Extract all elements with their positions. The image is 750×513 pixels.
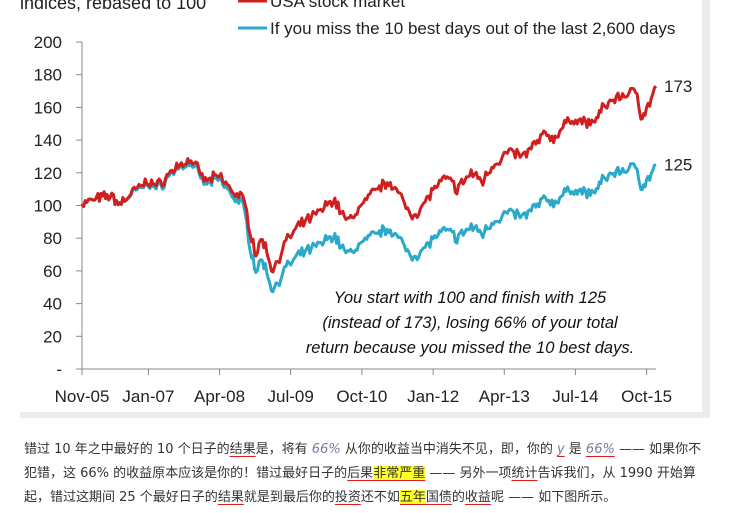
y-tick-label: 120	[34, 164, 62, 183]
end-label-miss: 125	[664, 156, 692, 175]
article-paragraph: 错过 10 年之中最好的 10 个日子的结果是，将有 66% 从你的收益当中消失…	[24, 438, 724, 510]
paragraph-text: 错过 10 年之中最好的 10 个日子的结果是，将有 66% 从你的收益当中消失…	[24, 442, 702, 505]
link-consequence[interactable]: 后果	[347, 466, 374, 481]
link-bonds[interactable]: 国债	[425, 490, 452, 505]
chart-panel: indices, rebased to 100 - 20 40 60 80 100 120 1…	[20, 0, 702, 412]
x-tick-label: Jul-09	[267, 387, 313, 406]
line-chart: indices, rebased to 100 - 20 40 60 80 100 120 1…	[20, 0, 692, 406]
annotation: You start with 100 and finish with 125 (…	[306, 289, 634, 357]
y-tick-label: 160	[34, 98, 62, 117]
x-tick-label: Oct-10	[336, 387, 387, 406]
y-tick-label: 60	[43, 262, 62, 281]
series-usa-line	[80, 85, 658, 274]
y-tick-label: 180	[34, 66, 62, 85]
series-miss-line	[80, 159, 657, 294]
x-tick-label: Jul-14	[552, 387, 598, 406]
annotation-line-1: You start with 100 and finish with 125	[334, 289, 607, 307]
y-tick-label: 40	[43, 295, 62, 314]
x-tick-label: Jan-12	[407, 387, 459, 406]
link-result[interactable]: 结果	[229, 442, 256, 457]
y-tick-label: 100	[34, 197, 62, 216]
annotation-line-3: return because you missed the 10 best da…	[306, 339, 634, 357]
x-tick-label: Oct-15	[621, 387, 672, 406]
y-tick-label: 200	[34, 33, 62, 52]
legend-label-usa: USA stock market	[270, 0, 405, 11]
y-axis-label: indices, rebased to 100	[20, 0, 206, 13]
highlight-serious: 非常严重	[373, 466, 426, 481]
end-label-usa: 173	[664, 77, 692, 96]
legend: USA stock market If you miss the 10 best…	[238, 0, 675, 38]
y-tick-label: -	[56, 360, 62, 379]
x-tick-label: Jan-07	[122, 387, 174, 406]
link-result-2[interactable]: 结果	[217, 490, 244, 505]
y-tick-label: 80	[43, 229, 62, 248]
link-statistics[interactable]: 统计	[511, 466, 538, 481]
link-investment[interactable]: 投资	[334, 490, 361, 505]
legend-label-miss: If you miss the 10 best days out of the …	[270, 19, 675, 38]
x-tick-label: Nov-05	[55, 387, 110, 406]
link-returns[interactable]: 收益	[464, 490, 491, 505]
y-tick-label: 140	[34, 131, 62, 150]
chart-frame: indices, rebased to 100 - 20 40 60 80 100 120 1…	[20, 0, 710, 418]
x-tick-label: Apr-13	[479, 387, 530, 406]
highlight-five-years: 五年	[399, 490, 426, 505]
y-tick-label: 20	[43, 327, 62, 346]
annotation-line-2: (instead of 173), losing 66% of your tot…	[322, 314, 619, 332]
x-tick-label: Apr-08	[194, 387, 245, 406]
